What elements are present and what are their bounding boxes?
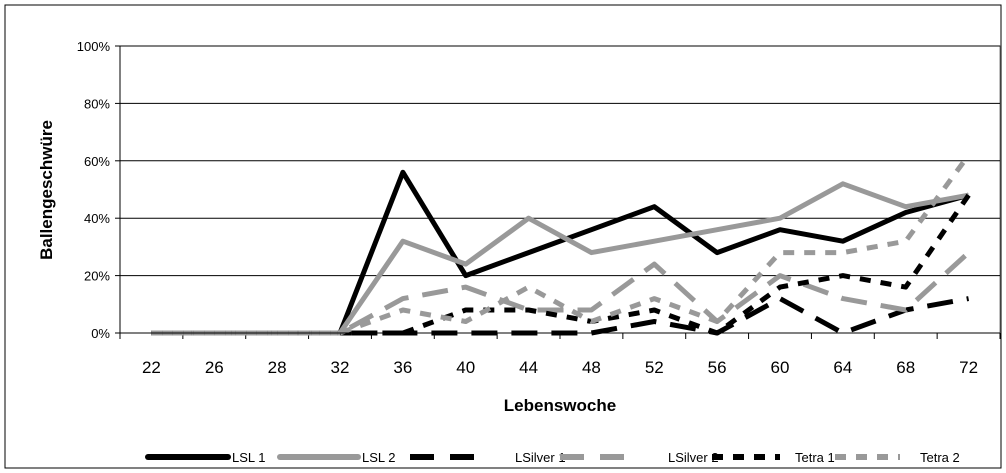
x-tick-label: 26 xyxy=(205,358,224,377)
legend-label: Tetra 2 xyxy=(920,450,960,465)
legend-label: Tetra 1 xyxy=(795,450,835,465)
y-tick-label: 20% xyxy=(84,269,110,284)
y-tick-label: 80% xyxy=(84,96,110,111)
y-axis-ticks: 0% 20% 40% 60% 80% 100% xyxy=(77,39,120,341)
x-tick-label: 48 xyxy=(582,358,601,377)
x-tick-label: 32 xyxy=(331,358,350,377)
y-tick-label: 0% xyxy=(91,326,110,341)
x-tick-label: 44 xyxy=(519,358,538,377)
y-axis-title: Ballengeschwüre xyxy=(37,120,56,260)
x-tick-label: 52 xyxy=(645,358,664,377)
legend: LSL 1 LSL 2 LSilver 1 LSilver 2 Tetra 1 Tetra… xyxy=(145,450,960,465)
x-tick-label: 60 xyxy=(771,358,790,377)
x-tick-label: 56 xyxy=(708,358,727,377)
x-tick-label: 36 xyxy=(393,358,412,377)
legend-label: LSL 1 xyxy=(232,450,266,465)
legend-label: LSilver 2 xyxy=(668,450,719,465)
legend-label: LSL 2 xyxy=(362,450,396,465)
x-tick-label: 72 xyxy=(959,358,978,377)
x-tick-label: 68 xyxy=(896,358,915,377)
x-tick-label: 40 xyxy=(456,358,475,377)
y-tick-label: 60% xyxy=(84,154,110,169)
x-axis-title: Lebenswoche xyxy=(504,396,616,415)
x-tick-label: 64 xyxy=(833,358,852,377)
x-tick-label: 22 xyxy=(142,358,161,377)
legend-label: LSilver 1 xyxy=(515,450,566,465)
x-axis-ticks: 22 26 28 32 36 40 44 48 52 56 60 64 68 72 xyxy=(119,333,1001,377)
grid-lines xyxy=(120,45,1000,277)
plot-area xyxy=(119,45,1001,334)
y-tick-label: 40% xyxy=(84,211,110,226)
x-tick-label: 28 xyxy=(268,358,287,377)
y-tick-label: 100% xyxy=(77,39,111,54)
